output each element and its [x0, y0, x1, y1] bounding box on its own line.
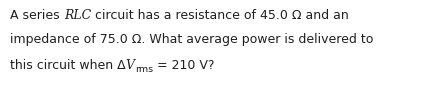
Text: A series: A series	[10, 9, 63, 22]
Text: = 210 V?: = 210 V?	[153, 59, 214, 72]
Text: circuit has a resistance of 45.0 Ω and an: circuit has a resistance of 45.0 Ω and a…	[91, 9, 348, 22]
Text: this circuit when Δ: this circuit when Δ	[10, 59, 125, 72]
Text: RLC: RLC	[63, 9, 91, 22]
Text: rms: rms	[135, 65, 153, 74]
Text: impedance of 75.0 Ω. What average power is delivered to: impedance of 75.0 Ω. What average power …	[10, 33, 373, 46]
Text: V: V	[125, 59, 135, 72]
